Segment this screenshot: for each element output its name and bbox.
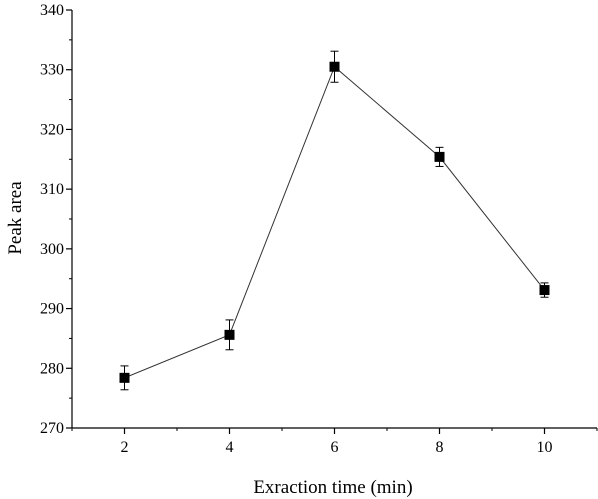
- y-tick-label: 290: [40, 301, 64, 318]
- y-tick-label: 300: [40, 241, 64, 258]
- y-tick-label: 280: [40, 360, 64, 377]
- y-tick-label: 310: [40, 181, 64, 198]
- data-point: [434, 151, 445, 162]
- x-tick-label: 10: [537, 439, 553, 456]
- data-point: [119, 372, 130, 383]
- data-point: [539, 285, 550, 296]
- x-axis-title: Exraction time (min): [253, 477, 412, 498]
- plot-area: 270 280 290 300 310 320 330 340 2 4 6 8 10: [40, 2, 598, 456]
- y-tick-label: 330: [40, 62, 64, 79]
- data-point: [224, 329, 235, 340]
- x-tick-label: 4: [226, 439, 234, 456]
- y-tick-label: 270: [40, 420, 64, 437]
- y-tick-label: 340: [40, 2, 64, 19]
- y-tick-label: 320: [40, 121, 64, 138]
- y-axis-title: Peak area: [5, 181, 26, 255]
- series-line: [124, 65, 545, 379]
- x-tick-label: 2: [121, 439, 129, 456]
- data-point: [329, 61, 340, 72]
- x-tick-label: 8: [436, 439, 444, 456]
- x-tick-label: 6: [331, 439, 339, 456]
